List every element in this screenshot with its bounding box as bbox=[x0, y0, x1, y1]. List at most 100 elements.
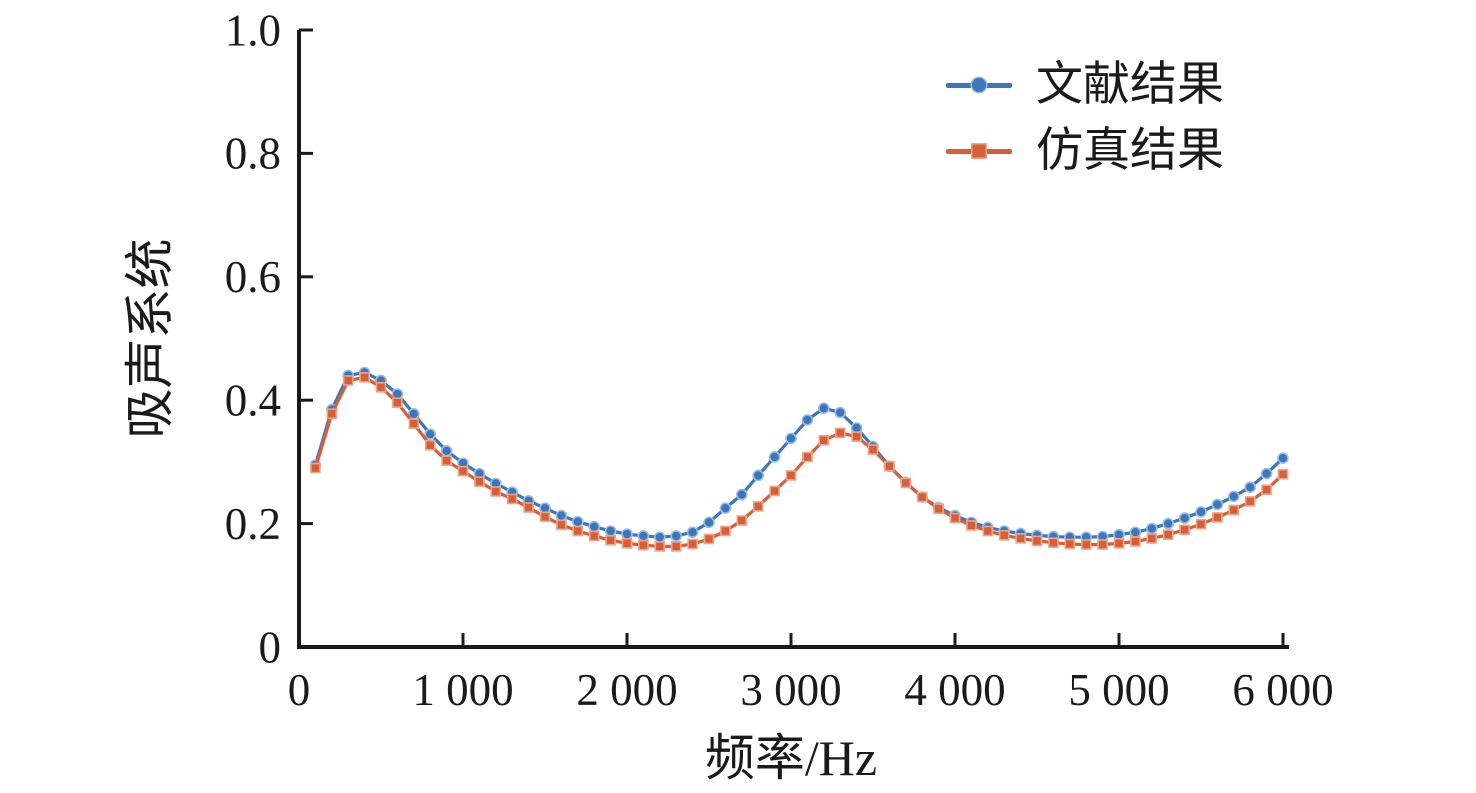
data-point-marker bbox=[670, 530, 683, 542]
data-point-marker bbox=[851, 431, 862, 442]
data-point-marker bbox=[441, 455, 452, 466]
x-tick-label: 6 000 bbox=[1232, 665, 1333, 715]
x-tick-label: 3 000 bbox=[740, 665, 841, 715]
data-point-marker bbox=[703, 516, 715, 529]
data-point-marker bbox=[604, 525, 617, 537]
data-point-marker bbox=[1129, 526, 1142, 539]
data-point-marker bbox=[1064, 538, 1076, 550]
data-point-marker bbox=[1195, 506, 1207, 518]
series-line bbox=[313, 370, 1285, 539]
legend-item-literature: 文献结果 bbox=[946, 56, 1224, 114]
data-point-marker bbox=[916, 491, 928, 503]
data-point-marker bbox=[424, 428, 437, 440]
data-point-marker bbox=[834, 427, 846, 439]
y-tick-label: 0.8 bbox=[225, 129, 281, 179]
data-point-marker bbox=[687, 538, 698, 550]
y-tick-label: 0 bbox=[259, 622, 282, 672]
series-literature bbox=[309, 366, 1289, 543]
data-point-marker bbox=[736, 515, 748, 526]
data-point-marker bbox=[817, 402, 830, 415]
data-point-marker bbox=[1146, 522, 1158, 535]
data-point-marker bbox=[1162, 517, 1174, 530]
data-point-marker bbox=[949, 512, 961, 524]
data-point-marker bbox=[998, 530, 1010, 541]
data-point-marker bbox=[637, 530, 650, 542]
y-tick-label: 1.0 bbox=[225, 5, 281, 55]
y-axis-title: 吸声系统 bbox=[122, 239, 178, 439]
data-point-marker bbox=[834, 406, 847, 419]
x-tick-label: 0 bbox=[288, 665, 311, 715]
data-point-marker bbox=[555, 509, 568, 522]
data-point-marker bbox=[342, 375, 354, 386]
data-point-marker bbox=[769, 485, 780, 497]
legend-label-literature: 文献结果 bbox=[1036, 59, 1224, 111]
data-point-marker bbox=[735, 488, 748, 501]
x-tick-label: 1 000 bbox=[412, 665, 513, 715]
data-point-marker bbox=[556, 519, 567, 531]
data-point-marker bbox=[506, 493, 518, 505]
circle-marker-icon bbox=[972, 78, 986, 92]
axis-ticks bbox=[297, 28, 1285, 649]
x-tick-label: 5 000 bbox=[1068, 665, 1169, 715]
data-point-marker bbox=[424, 439, 436, 451]
data-point-marker bbox=[457, 465, 469, 477]
data-point-marker bbox=[621, 528, 633, 540]
data-point-marker bbox=[900, 477, 912, 489]
legend: 文献结果 仿真结果 bbox=[946, 56, 1224, 180]
data-point-marker bbox=[638, 539, 649, 551]
data-point-marker bbox=[752, 469, 765, 482]
data-point-marker bbox=[720, 525, 731, 537]
data-point-marker bbox=[474, 476, 485, 487]
data-point-marker bbox=[375, 381, 387, 393]
data-point-marker bbox=[966, 520, 977, 531]
data-point-marker bbox=[670, 541, 682, 552]
data-point-marker bbox=[785, 432, 797, 445]
data-point-marker bbox=[490, 486, 502, 497]
data-point-marker bbox=[1244, 481, 1256, 493]
data-point-marker bbox=[1260, 467, 1273, 480]
data-point-marker bbox=[703, 533, 715, 545]
data-point-marker bbox=[1146, 533, 1158, 544]
legend-swatch-simulation bbox=[946, 122, 1012, 180]
data-point-marker bbox=[571, 515, 584, 528]
data-point-marker bbox=[884, 460, 895, 472]
data-point-marker bbox=[719, 502, 732, 514]
data-point-marker bbox=[1277, 452, 1289, 464]
data-point-marker bbox=[1244, 496, 1256, 507]
y-tick-label: 0.2 bbox=[225, 499, 281, 549]
data-point-marker bbox=[1178, 512, 1191, 524]
legend-swatch-literature bbox=[946, 56, 1012, 114]
data-point-marker bbox=[588, 520, 601, 533]
data-point-marker bbox=[1228, 490, 1240, 503]
x-axis-title: 频率/Hz bbox=[705, 730, 877, 786]
data-point-marker bbox=[801, 414, 814, 426]
legend-item-simulation: 仿真结果 bbox=[946, 122, 1224, 180]
data-point-marker bbox=[654, 541, 666, 552]
x-tick-label: 2 000 bbox=[576, 665, 677, 715]
y-tick-label: 0.6 bbox=[225, 252, 281, 302]
data-point-marker bbox=[310, 462, 321, 474]
data-point-marker bbox=[818, 435, 830, 446]
data-point-marker bbox=[1211, 498, 1224, 511]
data-point-marker bbox=[653, 531, 666, 543]
data-point-marker bbox=[1031, 535, 1043, 547]
data-point-marker bbox=[752, 501, 764, 512]
data-point-marker bbox=[588, 530, 600, 542]
data-point-marker bbox=[1015, 533, 1026, 544]
y-tick-label: 0.4 bbox=[225, 376, 281, 426]
series-simulation bbox=[310, 372, 1289, 552]
data-point-marker bbox=[1048, 537, 1059, 549]
data-point-marker bbox=[867, 444, 879, 455]
data-point-marker bbox=[359, 372, 370, 383]
data-point-marker bbox=[1130, 536, 1141, 547]
data-point-marker bbox=[605, 534, 616, 546]
data-point-marker bbox=[933, 503, 944, 515]
data-point-marker bbox=[1162, 529, 1174, 541]
data-point-marker bbox=[982, 525, 994, 537]
data-point-marker bbox=[539, 511, 551, 523]
data-point-marker bbox=[1179, 524, 1190, 536]
data-point-marker bbox=[1080, 539, 1092, 550]
x-tick-label: 4 000 bbox=[904, 665, 1005, 715]
